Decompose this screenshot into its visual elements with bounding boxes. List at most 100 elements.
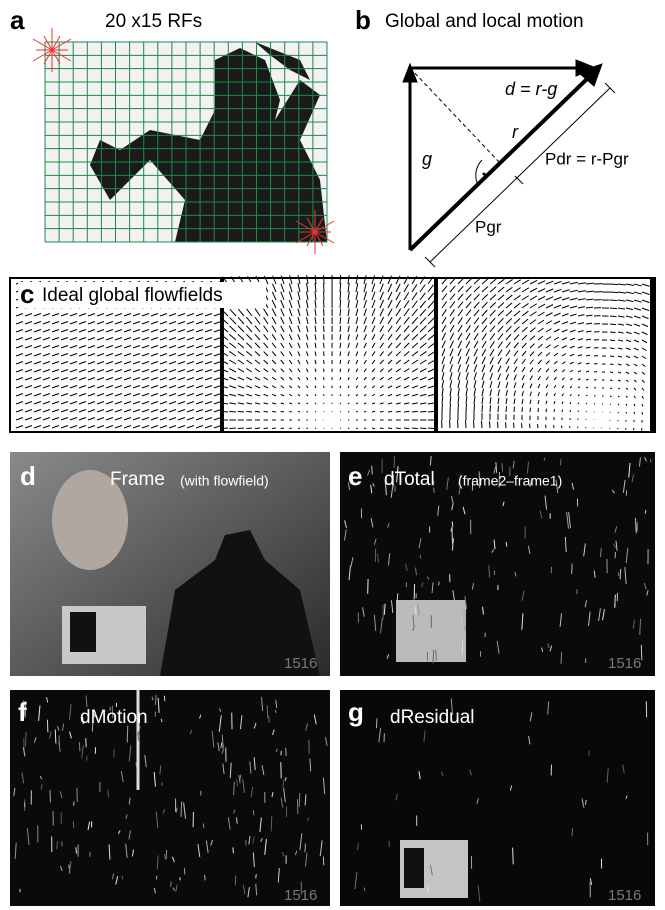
flow-vector: [489, 317, 496, 325]
flow-vector: [617, 347, 623, 350]
flow-vector: [306, 410, 309, 413]
flow-vector: [141, 337, 150, 341]
flow-vector: [403, 275, 409, 285]
flow-vector: [280, 402, 285, 405]
flow-vector: [204, 385, 213, 389]
edge-streak: [59, 866, 63, 872]
flow-vector: [379, 393, 384, 397]
flow-vector: [585, 282, 595, 285]
flow-vector: [263, 427, 269, 430]
flow-vector: [497, 421, 499, 429]
flow-vector: [132, 313, 141, 317]
flow-vector: [371, 351, 376, 357]
flow-vector: [114, 353, 123, 357]
flow-vector: [297, 410, 301, 413]
flow-vector: [513, 279, 522, 285]
flow-vector: [395, 291, 401, 301]
flow-vector: [449, 316, 455, 325]
flow-vector: [449, 372, 453, 381]
flow-vector: [585, 394, 588, 397]
flow-vector: [617, 315, 625, 318]
flow-vector: [537, 383, 541, 389]
edge-streak: [529, 480, 533, 487]
flow-vector: [577, 426, 579, 429]
flow-vector: [177, 417, 186, 421]
edge-streak: [219, 708, 222, 712]
flow-vector: [159, 337, 168, 341]
flow-vector: [347, 275, 350, 285]
flow-vector: [280, 351, 285, 357]
flow-vector: [419, 292, 426, 301]
flow-vector: [521, 390, 524, 397]
flow-vector: [411, 342, 419, 349]
flow-vector: [237, 427, 245, 430]
flow-vector: [577, 394, 580, 397]
flow-vector: [481, 356, 486, 365]
flow-vector: [633, 291, 642, 295]
flow-vector: [473, 420, 475, 429]
flow-vector: [204, 425, 213, 429]
flow-vector: [195, 369, 204, 373]
flow-vector: [355, 393, 359, 397]
flow-vector: [15, 313, 24, 317]
flow-vector: [263, 402, 269, 405]
edge-streak: [367, 469, 370, 476]
flow-vector: [441, 324, 447, 333]
flow-vector: [24, 353, 33, 357]
edge-streak: [611, 489, 615, 494]
edge-streak: [117, 830, 121, 835]
flow-vector: [371, 316, 376, 325]
dmotion-image: [10, 690, 330, 906]
edge-streak: [423, 730, 426, 743]
edge-streak: [280, 797, 284, 808]
flow-vector: [33, 369, 42, 373]
edge-streak: [125, 814, 128, 819]
edge-streak: [14, 842, 17, 859]
flow-vector: [123, 361, 132, 365]
flow-vector: [355, 376, 359, 381]
flow-vector: [465, 332, 471, 341]
flow-vector: [537, 343, 543, 349]
edge-streak: [614, 594, 616, 608]
edge-streak: [541, 647, 544, 652]
flow-vector: [60, 385, 69, 389]
flow-vector: [123, 393, 132, 397]
flow-vector: [263, 308, 269, 317]
flow-vector: [168, 393, 177, 397]
edge-streak: [159, 765, 162, 775]
flow-vector: [60, 409, 69, 413]
edge-streak: [248, 835, 251, 845]
flow-vector: [505, 381, 509, 389]
flow-vector: [271, 342, 277, 349]
flow-vector: [441, 356, 446, 365]
flow-vector: [497, 317, 504, 325]
flow-vector: [585, 290, 595, 293]
flow-vector: [288, 299, 293, 309]
flow-vector: [263, 333, 269, 341]
edge-streak: [488, 565, 491, 578]
edge-streak: [111, 705, 114, 719]
flow-vector: [521, 279, 530, 285]
flow-vector: [246, 342, 253, 349]
edge-streak: [598, 608, 601, 622]
rf-star: [295, 220, 316, 233]
flow-vector: [213, 409, 222, 413]
flow-vector: [168, 417, 177, 421]
flow-vector: [213, 337, 222, 341]
flow-vector: [561, 297, 570, 301]
panel-title: dTotal: [384, 469, 435, 490]
flow-vector: [457, 332, 463, 341]
flow-vector: [537, 424, 539, 429]
flow-vector: [114, 409, 123, 413]
flow-vector: [481, 340, 487, 349]
flow-vector: [150, 425, 159, 429]
flow-vector: [314, 325, 317, 333]
flow-vector: [633, 347, 639, 351]
rf-star: [306, 217, 316, 233]
flow-vector: [577, 306, 586, 309]
flow-vector: [33, 417, 42, 421]
edge-streak: [40, 783, 43, 790]
edge-streak: [644, 456, 647, 462]
flow-vector: [87, 361, 96, 365]
flow-vector: [513, 342, 519, 349]
